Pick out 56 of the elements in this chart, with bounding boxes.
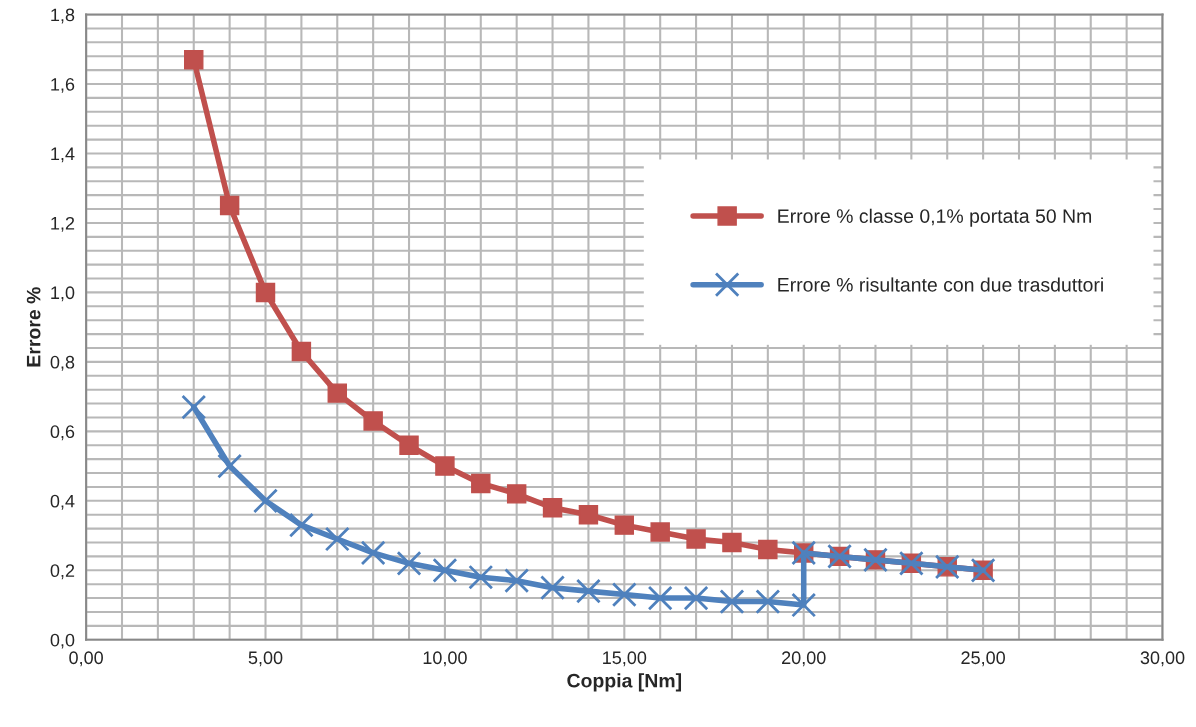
point <box>719 589 745 615</box>
point <box>253 488 279 514</box>
point <box>578 504 599 525</box>
point <box>435 456 455 476</box>
y-tick-label: 0,4 <box>50 494 75 510</box>
x-tick-label: 10,00 <box>423 651 467 667</box>
point <box>217 453 243 479</box>
point <box>540 575 566 601</box>
x-tick-label: 20,00 <box>782 651 826 667</box>
point <box>181 394 207 420</box>
point <box>611 582 637 608</box>
point <box>396 550 422 576</box>
point <box>219 195 240 216</box>
point <box>791 592 817 618</box>
y-tick-label: 1,2 <box>51 216 75 232</box>
point <box>542 498 563 518</box>
x-tick-label: 25,00 <box>961 651 1005 667</box>
point <box>650 522 670 542</box>
y-tick-label: 0,0 <box>50 633 75 649</box>
point <box>399 435 419 455</box>
point <box>575 578 601 604</box>
legend-label: Errore % classe 0,1% portata 50 Nm <box>778 208 1092 227</box>
point <box>647 585 673 611</box>
point <box>432 557 458 583</box>
point <box>614 515 635 535</box>
y-tick-label: 0,6 <box>50 425 75 441</box>
point <box>363 411 383 431</box>
y-tick-label: 1,4 <box>51 147 75 163</box>
x-axis-title: Coppia [Nm] <box>567 673 682 692</box>
point <box>288 512 314 538</box>
y-tick-label: 0,2 <box>50 564 75 580</box>
point <box>506 484 527 504</box>
point <box>360 540 386 566</box>
point <box>468 564 494 590</box>
x-tick-label: 15,00 <box>603 651 647 667</box>
point <box>755 589 781 615</box>
point <box>327 383 347 403</box>
point <box>255 282 276 303</box>
point <box>471 473 491 494</box>
y-axis-title: Errore % <box>26 287 41 367</box>
point <box>686 529 706 549</box>
x-tick-label: 0,00 <box>69 651 103 667</box>
point <box>184 49 204 70</box>
y-tick-label: 1,0 <box>51 286 75 302</box>
x-tick-label: 5,00 <box>248 651 283 667</box>
point <box>722 532 742 553</box>
point <box>324 526 350 552</box>
point <box>291 341 312 362</box>
y-tick-label: 1,8 <box>51 8 75 24</box>
point <box>683 585 709 611</box>
x-tick-label: 30,00 <box>1140 651 1185 667</box>
y-tick-label: 1,6 <box>51 77 75 93</box>
point <box>758 539 778 560</box>
legend-label: Errore % risultante con due trasduttori <box>778 277 1103 292</box>
point <box>504 568 530 594</box>
y-tick-label: 0,8 <box>50 355 75 371</box>
